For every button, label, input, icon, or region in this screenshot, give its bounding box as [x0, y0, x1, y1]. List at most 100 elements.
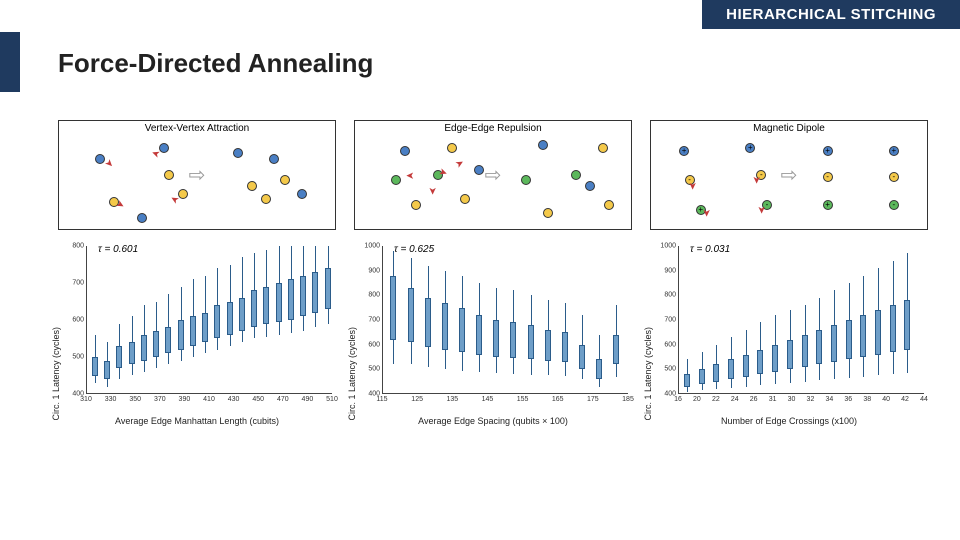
box — [390, 276, 396, 340]
y-tick: 700 — [664, 317, 676, 324]
header-badge: HIERARCHICAL STITCHING — [702, 0, 960, 29]
box — [141, 335, 147, 361]
node-dot — [233, 148, 243, 158]
node-dot: + — [679, 146, 689, 156]
x-axis-label: Average Edge Manhattan Length (cubits) — [58, 416, 336, 426]
box — [596, 359, 602, 379]
box — [860, 315, 866, 357]
box — [728, 359, 734, 379]
box — [476, 315, 482, 354]
transition-arrow: ⇨ — [485, 163, 502, 188]
top-panel-row: Vertex-Vertex Attraction➤➤➤➤⇨ Edge-Edge R… — [58, 120, 928, 230]
box — [802, 335, 808, 367]
x-tick: 34 — [825, 396, 833, 403]
box — [699, 369, 705, 384]
box — [493, 320, 499, 357]
force-arrow: ➤ — [406, 170, 414, 181]
x-axis-label: Average Edge Spacing (qubits × 100) — [354, 416, 632, 426]
box — [459, 308, 465, 352]
panel-title: Magnetic Dipole — [651, 123, 927, 134]
box — [408, 288, 414, 342]
box — [425, 298, 431, 347]
y-tick: 800 — [368, 292, 380, 299]
box — [831, 325, 837, 362]
y-tick: 1000 — [364, 243, 380, 250]
illustration-panel: Magnetic Dipole++--+-++--+-➤➤➤➤⇨ — [650, 120, 928, 230]
illustration-panel: Vertex-Vertex Attraction➤➤➤➤⇨ — [58, 120, 336, 230]
node-dot: + — [889, 146, 899, 156]
box — [816, 330, 822, 365]
x-tick: 16 — [674, 396, 682, 403]
box — [772, 345, 778, 372]
box — [129, 342, 135, 364]
node-dot: + — [745, 143, 755, 153]
node-dot: - — [889, 172, 899, 182]
box — [263, 287, 269, 324]
node-dot — [521, 175, 531, 185]
node-dot — [269, 154, 279, 164]
box — [239, 298, 245, 331]
x-tick: 36 — [844, 396, 852, 403]
x-tick: 31 — [769, 396, 777, 403]
x-tick: 135 — [446, 396, 458, 403]
force-arrow: ➤ — [453, 157, 466, 171]
panel-title: Edge-Edge Repulsion — [355, 123, 631, 134]
y-tick: 600 — [72, 317, 84, 324]
x-tick: 145 — [482, 396, 494, 403]
x-axis-label: Number of Edge Crossings (x100) — [650, 416, 928, 426]
x-tick: 350 — [129, 396, 141, 403]
y-axis-label: Circ. 1 Latency (cycles) — [643, 327, 653, 421]
box — [904, 300, 910, 349]
box — [178, 320, 184, 350]
y-tick: 1000 — [660, 243, 676, 250]
node-dot — [280, 175, 290, 185]
x-tick: 40 — [882, 396, 890, 403]
boxplot-chart: Circ. 1 Latency (cycles)Average Edge Man… — [58, 242, 336, 412]
box — [743, 355, 749, 377]
box — [325, 268, 331, 309]
force-arrow: ➤ — [437, 166, 449, 179]
box — [104, 361, 110, 380]
box — [713, 364, 719, 381]
box — [510, 322, 516, 358]
box — [288, 279, 294, 320]
x-tick: 310 — [80, 396, 92, 403]
force-arrow: ➤ — [750, 176, 761, 184]
box — [875, 310, 881, 354]
force-arrow: ➤ — [756, 205, 767, 213]
x-tick: 42 — [901, 396, 909, 403]
x-tick: 450 — [252, 396, 264, 403]
transition-arrow: ⇨ — [781, 163, 798, 188]
y-axis-label: Circ. 1 Latency (cycles) — [51, 327, 61, 421]
y-tick: 900 — [664, 267, 676, 274]
x-tick: 22 — [712, 396, 720, 403]
x-tick: 20 — [693, 396, 701, 403]
node-dot — [571, 170, 581, 180]
box — [613, 335, 619, 365]
box — [846, 320, 852, 359]
node-dot — [543, 208, 553, 218]
node-dot — [400, 146, 410, 156]
plot-area — [678, 246, 924, 394]
node-dot: - — [889, 200, 899, 210]
box — [579, 345, 585, 370]
box — [545, 330, 551, 361]
y-tick: 700 — [368, 317, 380, 324]
box — [165, 327, 171, 353]
plot-area — [382, 246, 628, 394]
box — [528, 325, 534, 360]
boxplot-chart: Circ. 1 Latency (cycles)Average Edge Spa… — [354, 242, 632, 412]
x-tick: 115 — [376, 396, 387, 403]
box — [190, 316, 196, 346]
y-tick: 500 — [664, 366, 676, 373]
x-tick: 430 — [228, 396, 240, 403]
y-tick: 500 — [72, 354, 84, 361]
y-tick: 900 — [368, 267, 380, 274]
force-arrow: ➤ — [427, 187, 438, 195]
x-tick: 125 — [411, 396, 423, 403]
x-tick: 165 — [552, 396, 564, 403]
box — [251, 290, 257, 327]
node-dot — [411, 200, 421, 210]
y-tick: 600 — [664, 341, 676, 348]
node-dot: + — [823, 200, 833, 210]
